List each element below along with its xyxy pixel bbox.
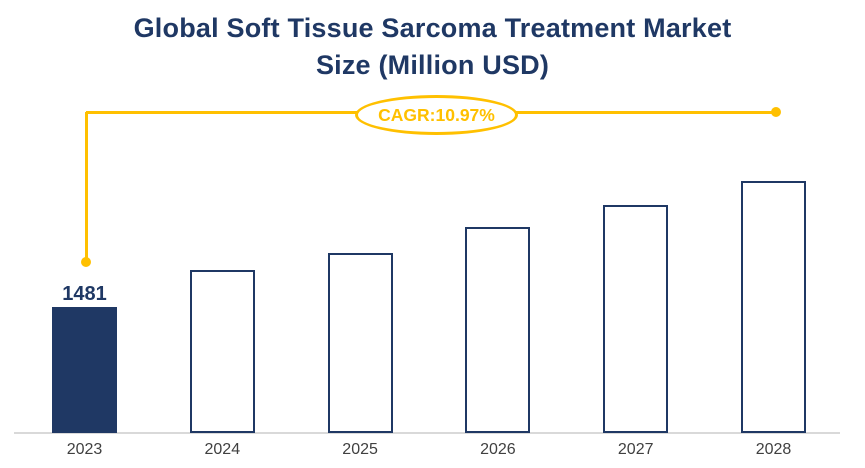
bar-group-2026 bbox=[465, 133, 531, 433]
bar-group-2023: 1481 bbox=[52, 133, 117, 433]
cagr-connector-vertical-line bbox=[85, 112, 88, 262]
chart-title-line-2: Size (Million USD) bbox=[315, 50, 550, 80]
x-axis-tick-labels: 2023 2024 2025 2026 2027 2028 bbox=[52, 441, 806, 459]
x-axis-line bbox=[14, 432, 840, 434]
bar-2027 bbox=[603, 205, 669, 433]
bar-group-2028 bbox=[740, 133, 806, 433]
x-tick-2028: 2028 bbox=[755, 441, 792, 458]
bar-2028 bbox=[740, 181, 806, 433]
cagr-label: CAGR:10.97% bbox=[378, 104, 495, 125]
bar-2024 bbox=[189, 270, 255, 433]
x-tick-2024: 2024 bbox=[204, 441, 241, 458]
bar-2023 bbox=[52, 307, 117, 433]
x-tick-2025: 2025 bbox=[342, 441, 378, 458]
chart-title-line-1: Global Soft Tissue Sarcoma Treatment Mar… bbox=[133, 13, 732, 43]
cagr-connector-start-dot bbox=[81, 257, 91, 267]
x-tick-2023: 2023 bbox=[66, 441, 103, 458]
bar-group-2024 bbox=[189, 133, 255, 433]
bar-value-label-2023: 1481 bbox=[62, 283, 107, 305]
bar-2026 bbox=[465, 227, 531, 433]
bar-2025 bbox=[327, 253, 393, 433]
bar-group-2027 bbox=[603, 133, 669, 433]
cagr-badge: CAGR:10.97% bbox=[355, 95, 518, 135]
chart-title: Global Soft Tissue Sarcoma Treatment Mar… bbox=[0, 10, 865, 84]
cagr-connector-end-dot bbox=[771, 107, 781, 117]
x-tick-2026: 2026 bbox=[480, 441, 516, 458]
bars-container: 1481 bbox=[52, 133, 806, 433]
x-tick-2027: 2027 bbox=[617, 441, 654, 458]
bar-group-2025 bbox=[327, 133, 393, 433]
